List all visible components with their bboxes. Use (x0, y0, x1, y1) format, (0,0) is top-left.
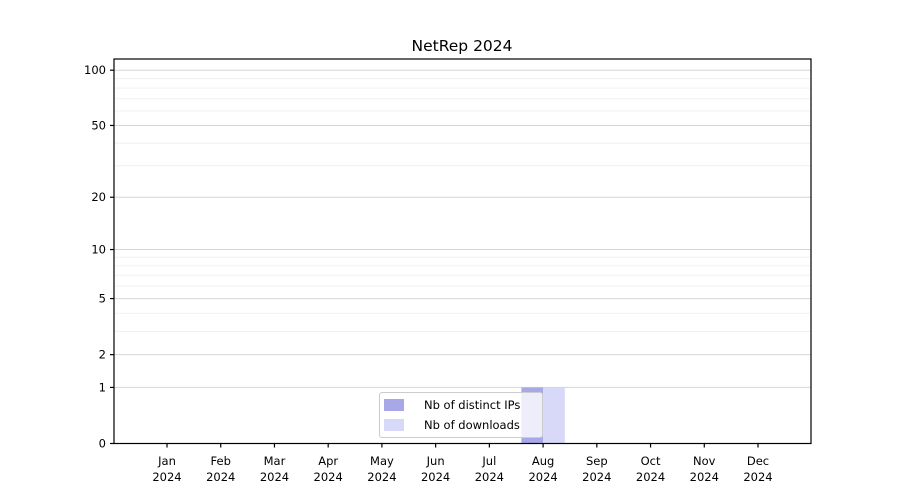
x-tick-label-month-dec: Dec (747, 454, 769, 468)
x-tick-label-month-apr: Apr (318, 454, 338, 468)
chart-title: NetRep 2024 (411, 37, 512, 55)
x-tick-label-year-nov: 2024 (690, 470, 719, 484)
y-tick-label-1: 1 (99, 380, 106, 394)
major-gridlines (114, 69, 811, 388)
x-tick-label-year-dec: 2024 (743, 470, 772, 484)
y-tick-label-5: 5 (99, 292, 106, 306)
x-tick-label-year-aug: 2024 (528, 470, 557, 484)
plot-border (113, 58, 812, 445)
y-tick-label-0: 0 (99, 437, 106, 451)
x-tick-label-year-oct: 2024 (636, 470, 665, 484)
x-tick-label-year-mar: 2024 (260, 470, 289, 484)
minor-gridlines (114, 78, 811, 332)
bar-series1-aug (543, 387, 565, 444)
x-tick-label-month-jul: Jul (481, 454, 496, 468)
x-tick-label-month-aug: Aug (532, 454, 554, 468)
x-tick-label-year-apr: 2024 (314, 470, 343, 484)
x-tick-label-year-jan: 2024 (152, 470, 181, 484)
x-tick-label-year-may: 2024 (367, 470, 396, 484)
x-tick-label-year-sep: 2024 (582, 470, 611, 484)
legend: Nb of distinct IPs Nb of downloads (379, 392, 543, 438)
x-tick-label-year-jul: 2024 (475, 470, 504, 484)
y-tick-label-50: 50 (91, 118, 106, 132)
x-tick-label-month-nov: Nov (693, 454, 716, 468)
axis-ticks (110, 69, 759, 448)
y-tick-label-100: 100 (84, 63, 106, 77)
y-tick-label-2: 2 (99, 348, 106, 362)
x-tick-label-month-mar: Mar (264, 454, 286, 468)
legend-label-downloads: Nb of downloads (424, 418, 520, 432)
x-tick-label-year-feb: 2024 (206, 470, 235, 484)
x-tick-label-month-feb: Feb (211, 454, 231, 468)
legend-swatch-distinct-ips (384, 399, 404, 411)
y-tick-label-20: 20 (91, 190, 106, 204)
axes-spines (113, 58, 812, 445)
axis-tick-labels: 0 1 2 5 10 20 50 100 Jan 2024 Feb 2024 Mar 2024 Apr 202… (84, 63, 773, 484)
x-tick-label-month-jan: Jan (157, 454, 176, 468)
legend-item-downloads: Nb of downloads (384, 415, 542, 435)
x-tick-label-month-sep: Sep (586, 454, 608, 468)
legend-swatch-downloads (384, 419, 404, 431)
x-tick-label-month-jun: Jun (426, 454, 445, 468)
legend-label-distinct-ips: Nb of distinct IPs (424, 398, 521, 412)
y-tick-label-10: 10 (91, 243, 106, 257)
legend-item-distinct-ips: Nb of distinct IPs (384, 395, 542, 415)
x-tick-label-year-jun: 2024 (421, 470, 450, 484)
x-tick-label-month-oct: Oct (641, 454, 661, 468)
x-tick-label-month-may: May (370, 454, 394, 468)
